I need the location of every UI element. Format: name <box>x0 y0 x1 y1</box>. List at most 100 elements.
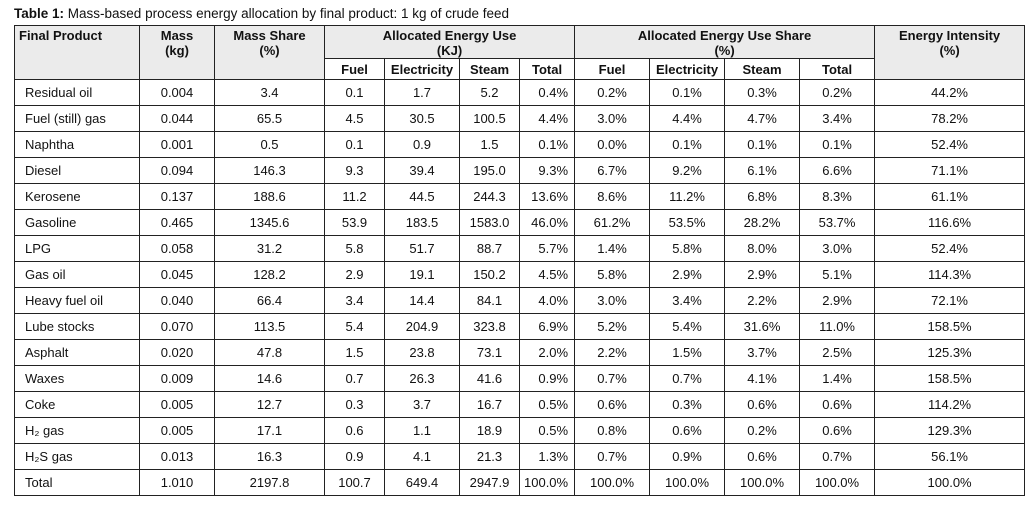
cell-use-electricity: 30.5 <box>384 105 460 132</box>
cell-use-fuel: 0.1 <box>324 131 385 158</box>
cell-use-electricity: 1.7 <box>384 79 460 106</box>
cell-product-name: Kerosene <box>14 183 140 210</box>
cell-share-total: 0.6% <box>799 417 876 444</box>
cell-mass: 0.070 <box>139 313 215 340</box>
header-allocated-energy-use: Allocated Energy Use (KJ) <box>323 25 576 59</box>
cell-share-fuel: 5.2% <box>574 313 651 340</box>
cell-share-total: 53.7% <box>799 209 876 236</box>
cell-share-steam: 4.1% <box>724 365 801 392</box>
cell-use-fuel: 3.4 <box>324 287 385 314</box>
cell-use-fuel: 1.5 <box>324 339 385 366</box>
cell-share-total: 0.2% <box>799 79 876 106</box>
cell-mass-share: 1345.6 <box>214 209 325 236</box>
caption-text: Mass-based process energy allocation by … <box>67 6 510 21</box>
table-caption: Table 1: Mass-based process energy alloc… <box>14 5 1024 25</box>
cell-share-electricity: 11.2% <box>649 183 726 210</box>
cell-share-fuel: 0.2% <box>574 79 651 106</box>
cell-use-electricity: 23.8 <box>384 339 460 366</box>
cell-use-fuel: 0.3 <box>324 391 385 418</box>
header-mass-share-label: Mass Share <box>233 28 306 43</box>
cell-use-fuel: 0.1 <box>324 79 385 106</box>
cell-mass-share: 188.6 <box>214 183 325 210</box>
cell-mass-share: 128.2 <box>214 261 325 288</box>
cell-share-steam: 0.6% <box>724 443 801 470</box>
cell-product-name: Heavy fuel oil <box>14 287 140 314</box>
subheader-use-total: Total <box>518 58 576 80</box>
cell-share-steam: 3.7% <box>724 339 801 366</box>
cell-use-total: 0.5% <box>518 391 576 418</box>
cell-share-steam: 8.0% <box>724 235 801 262</box>
cell-energy-intensity: 52.4% <box>874 131 1026 158</box>
subheader-share-electricity: Electricity <box>649 58 726 80</box>
cell-share-steam: 4.7% <box>724 105 801 132</box>
cell-share-steam: 2.9% <box>724 261 801 288</box>
subheader-share-total: Total <box>799 58 876 80</box>
cell-share-electricity: 0.7% <box>649 365 726 392</box>
header-energy-use-label: Allocated Energy Use <box>382 28 517 43</box>
cell-mass: 0.058 <box>139 235 215 262</box>
cell-mass-share: 146.3 <box>214 157 325 184</box>
cell-product-name: H₂S gas <box>14 443 140 470</box>
table-body: Residual oil 0.004 3.4 0.1 1.7 5.2 0.4% 0.2% 0.1… <box>14 79 1026 496</box>
cell-energy-intensity: 129.3% <box>874 417 1026 444</box>
cell-use-electricity: 183.5 <box>384 209 460 236</box>
cell-energy-intensity: 56.1% <box>874 443 1026 470</box>
cell-share-electricity: 0.3% <box>649 391 726 418</box>
cell-use-total: 0.9% <box>518 365 576 392</box>
cell-share-total: 0.6% <box>799 391 876 418</box>
cell-use-total: 13.6% <box>518 183 576 210</box>
header-mass-label: Mass <box>160 28 194 43</box>
cell-share-steam: 0.2% <box>724 417 801 444</box>
table-row-total: Total 1.010 2197.8 100.7 649.4 2947.9 100.0% 10… <box>14 469 1026 496</box>
cell-use-steam: 88.7 <box>459 235 520 262</box>
cell-mass: 0.045 <box>139 261 215 288</box>
header-energy-use-unit: (KJ) <box>436 43 463 58</box>
table-row: Diesel 0.094 146.3 9.3 39.4 195.0 9.3% 6.7% 9.2%… <box>14 157 1026 184</box>
cell-share-electricity: 5.4% <box>649 313 726 340</box>
cell-share-fuel: 0.6% <box>574 391 651 418</box>
cell-share-fuel: 0.7% <box>574 443 651 470</box>
cell-use-steam: 18.9 <box>459 417 520 444</box>
cell-use-steam: 41.6 <box>459 365 520 392</box>
cell-use-fuel: 0.6 <box>324 417 385 444</box>
cell-energy-intensity: 158.5% <box>874 313 1026 340</box>
cell-mass-share: 113.5 <box>214 313 325 340</box>
table-row: Naphtha 0.001 0.5 0.1 0.9 1.5 0.1% 0.0% 0.1% 0.1%… <box>14 131 1026 158</box>
cell-mass-share: 3.4 <box>214 79 325 106</box>
header-intensity-label: Energy Intensity <box>898 28 1001 43</box>
cell-use-electricity: 0.9 <box>384 131 460 158</box>
cell-energy-intensity: 61.1% <box>874 183 1026 210</box>
cell-mass-share: 66.4 <box>214 287 325 314</box>
cell-share-electricity: 1.5% <box>649 339 726 366</box>
cell-use-steam: 5.2 <box>459 79 520 106</box>
cell-use-steam: 195.0 <box>459 157 520 184</box>
cell-mass: 0.005 <box>139 391 215 418</box>
cell-share-fuel: 5.8% <box>574 261 651 288</box>
cell-product-name: Gas oil <box>14 261 140 288</box>
cell-use-total: 100.0% <box>518 469 576 496</box>
cell-share-steam: 0.1% <box>724 131 801 158</box>
header-energy-share-label: Allocated Energy Use Share <box>637 28 812 43</box>
cell-share-electricity: 2.9% <box>649 261 726 288</box>
cell-mass-share: 12.7 <box>214 391 325 418</box>
cell-use-electricity: 19.1 <box>384 261 460 288</box>
cell-use-steam: 16.7 <box>459 391 520 418</box>
cell-share-total: 5.1% <box>799 261 876 288</box>
cell-share-steam: 100.0% <box>724 469 801 496</box>
table-row: H₂ gas 0.005 17.1 0.6 1.1 18.9 0.5% 0.8% 0.6% 0.2… <box>14 417 1026 444</box>
cell-use-steam: 2947.9 <box>459 469 520 496</box>
cell-share-steam: 0.6% <box>724 391 801 418</box>
cell-use-fuel: 11.2 <box>324 183 385 210</box>
cell-use-electricity: 204.9 <box>384 313 460 340</box>
cell-share-fuel: 1.4% <box>574 235 651 262</box>
cell-use-total: 9.3% <box>518 157 576 184</box>
cell-use-steam: 150.2 <box>459 261 520 288</box>
cell-share-total: 0.7% <box>799 443 876 470</box>
cell-share-fuel: 3.0% <box>574 105 651 132</box>
cell-mass: 0.044 <box>139 105 215 132</box>
cell-share-electricity: 0.1% <box>649 131 726 158</box>
cell-share-fuel: 100.0% <box>574 469 651 496</box>
cell-share-fuel: 61.2% <box>574 209 651 236</box>
cell-product-name: Gasoline <box>14 209 140 236</box>
cell-use-electricity: 26.3 <box>384 365 460 392</box>
